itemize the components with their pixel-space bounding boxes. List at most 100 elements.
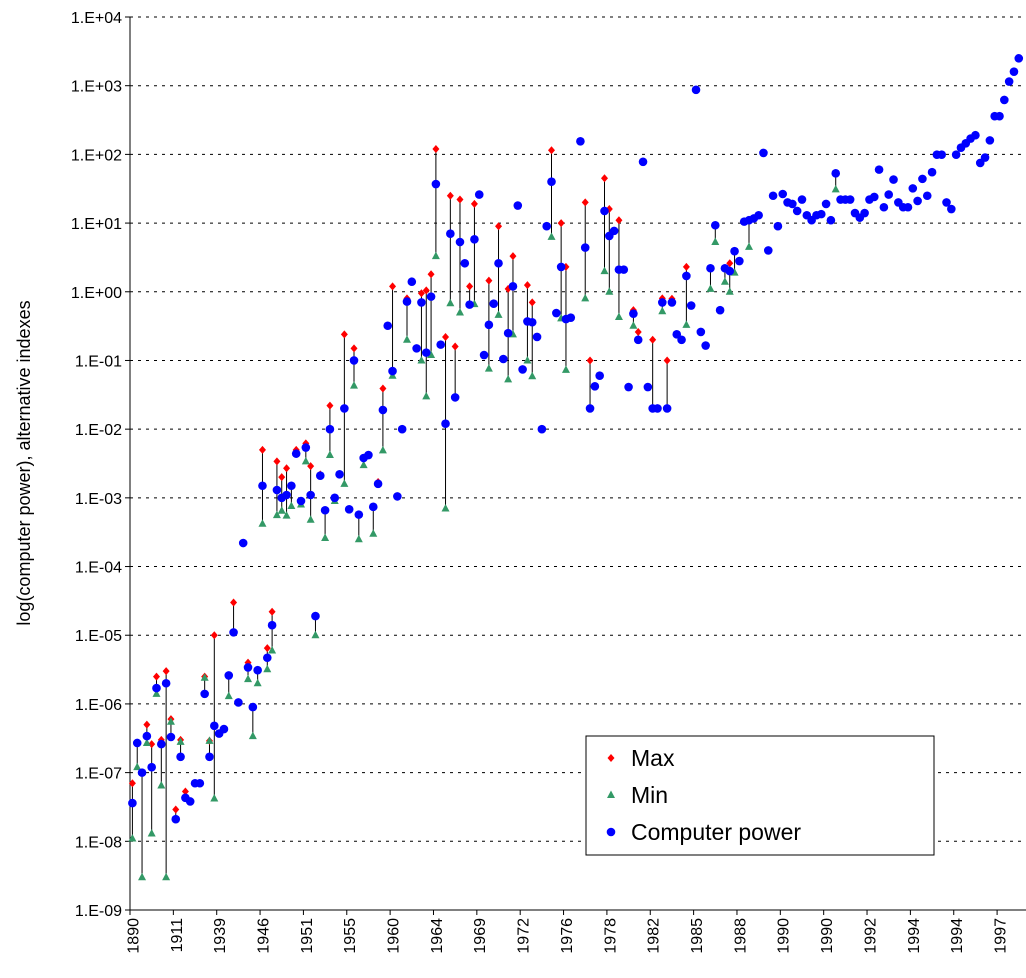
marker-triangle	[523, 355, 532, 364]
marker-circle	[860, 208, 869, 218]
marker-circle	[368, 502, 378, 512]
x-tick-label: 1951	[299, 918, 316, 954]
marker-circle	[937, 150, 946, 159]
marker-circle	[489, 299, 498, 309]
marker-circle	[238, 538, 248, 548]
marker-circle	[778, 189, 788, 199]
marker-circle	[147, 762, 156, 772]
marker-triangle	[369, 529, 378, 537]
x-tick-label: 1964	[429, 918, 446, 954]
marker-circle	[609, 226, 619, 236]
y-tick-label: 1.E+00	[71, 285, 122, 302]
y-tick-label: 1.E-08	[75, 834, 122, 851]
marker-circle	[287, 481, 296, 491]
marker-circle	[426, 292, 436, 301]
marker-triangle	[277, 506, 286, 514]
marker-diamond	[649, 335, 657, 344]
marker-triangle	[263, 664, 272, 673]
marker-circle	[691, 85, 701, 95]
marker-circle	[951, 150, 961, 159]
marker-circle	[537, 424, 547, 434]
marker-circle	[262, 653, 272, 663]
marker-circle	[643, 382, 653, 392]
marker-diamond	[152, 672, 160, 681]
marker-circle	[137, 768, 147, 777]
y-tick-label: 1.E-01	[75, 353, 122, 370]
marker-diamond	[181, 787, 189, 796]
marker-circle	[667, 298, 677, 307]
marker-circle	[879, 202, 889, 212]
marker-circle	[195, 778, 205, 788]
marker-diamond	[495, 222, 503, 231]
marker-circle	[903, 202, 913, 212]
marker-circle	[918, 174, 927, 184]
y-tick-label: 1.E-02	[75, 422, 122, 439]
y-tick-label: 1.E+03	[71, 79, 122, 96]
marker-circle	[947, 204, 956, 214]
marker-triangle	[301, 456, 310, 465]
x-tick-label: 1990	[819, 918, 836, 954]
y-tick-label: 1.E-09	[75, 903, 122, 920]
marker-diamond	[557, 219, 565, 228]
x-tick-label: 1976	[559, 918, 576, 954]
marker-triangle	[711, 237, 720, 246]
marker-circle	[715, 305, 725, 315]
marker-triangle	[528, 371, 537, 380]
marker-circle	[590, 382, 600, 391]
marker-circle	[566, 313, 576, 322]
marker-circle	[619, 265, 629, 274]
legend-label: Computer power	[631, 819, 801, 845]
marker-circle	[768, 191, 778, 201]
marker-diamond	[600, 174, 608, 183]
marker-circle	[152, 683, 161, 693]
marker-triangle	[210, 793, 219, 802]
marker-circle	[383, 321, 393, 331]
marker-circle	[470, 235, 479, 244]
x-tick-label: 1994	[906, 918, 923, 954]
marker-circle	[455, 237, 465, 247]
marker-diamond	[230, 598, 238, 607]
marker-circle	[291, 449, 301, 458]
marker-circle	[662, 404, 672, 413]
marker-circle	[340, 404, 349, 413]
marker-triangle	[446, 298, 455, 307]
marker-triangle	[547, 232, 556, 240]
marker-circle	[393, 492, 402, 501]
marker-circle	[797, 195, 807, 204]
marker-circle	[995, 111, 1004, 121]
marker-diamond	[128, 779, 136, 788]
marker-triangle	[282, 511, 291, 519]
x-tick-label: 1978	[602, 918, 619, 954]
marker-triangle	[147, 828, 156, 837]
marker-circle	[658, 298, 667, 307]
marker-circle	[682, 271, 691, 281]
marker-circle	[315, 471, 325, 481]
marker-triangle	[431, 251, 440, 260]
marker-circle	[484, 320, 494, 330]
marker-circle	[412, 344, 421, 353]
marker-triangle	[600, 266, 609, 275]
marker-circle	[788, 199, 797, 209]
x-tick-label: 1946	[255, 918, 272, 954]
marker-circle	[229, 628, 238, 637]
marker-circle	[142, 731, 152, 741]
marker-triangle	[504, 374, 513, 383]
marker-triangle	[142, 738, 151, 746]
marker-circle	[980, 153, 990, 162]
marker-triangle	[166, 717, 175, 725]
marker-triangle	[629, 321, 638, 329]
marker-circle	[335, 470, 344, 479]
marker-circle	[701, 341, 710, 350]
marker-circle	[1000, 95, 1009, 105]
marker-triangle	[402, 335, 411, 343]
x-tick-label: 1988	[732, 918, 749, 954]
marker-diamond	[456, 195, 464, 204]
marker-diamond	[417, 289, 425, 298]
marker-diamond	[389, 282, 397, 291]
marker-circle	[638, 157, 648, 167]
marker-diamond	[143, 720, 151, 729]
marker-diamond	[485, 276, 493, 285]
marker-circle	[624, 382, 633, 392]
marker-circle	[446, 229, 455, 239]
marker-circle	[325, 424, 335, 434]
